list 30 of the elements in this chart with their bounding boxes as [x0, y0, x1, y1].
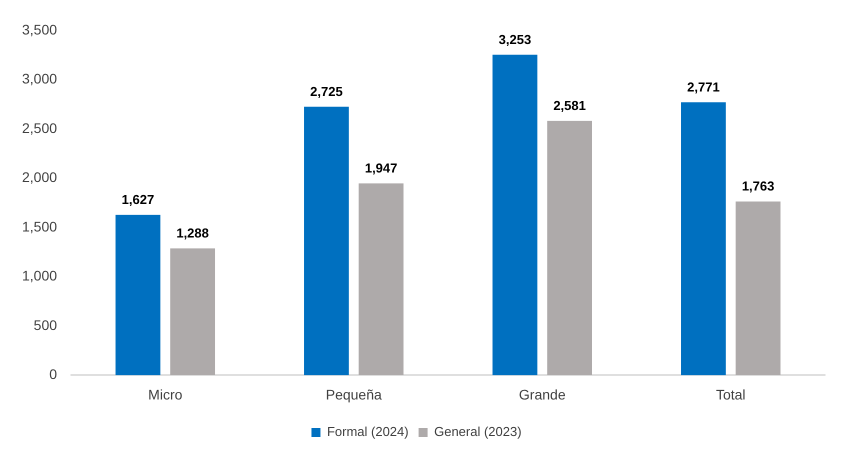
data-label: 2,725: [310, 84, 343, 99]
data-label: 2,771: [687, 79, 720, 94]
x-tick-label: Grande: [518, 386, 566, 402]
data-label: 1,947: [364, 160, 398, 176]
x-tick-label: Pequeña: [326, 386, 382, 402]
bar: [116, 214, 160, 376]
legend-label: Formal (2024): [326, 424, 409, 440]
y-tick-label: 3,000: [22, 70, 58, 87]
y-tick-label: 500: [34, 316, 58, 333]
bar: [681, 102, 726, 376]
legend-label: General (2023): [434, 424, 522, 440]
y-tick-label: 0: [49, 366, 58, 382]
y-tick-label: 2,000: [22, 169, 58, 186]
bar: [304, 106, 349, 376]
data-label: 3,253: [498, 32, 532, 47]
bar: [170, 248, 216, 376]
data-label: 2,581: [553, 98, 586, 114]
y-tick-label: 3,500: [22, 21, 58, 38]
bar: [736, 202, 780, 376]
bar: [492, 54, 538, 376]
y-tick-label: 1,500: [22, 218, 58, 234]
y-tick-label: 1,000: [22, 268, 58, 284]
bar: [358, 183, 404, 376]
y-tick-label: 2,500: [22, 120, 58, 136]
x-tick-label: Micro: [148, 386, 183, 402]
data-label: 1,627: [122, 192, 154, 207]
data-label: 1,763: [742, 178, 774, 194]
data-label: 1,288: [176, 225, 209, 240]
bar: [547, 120, 592, 376]
x-tick-label: Total: [716, 386, 746, 402]
